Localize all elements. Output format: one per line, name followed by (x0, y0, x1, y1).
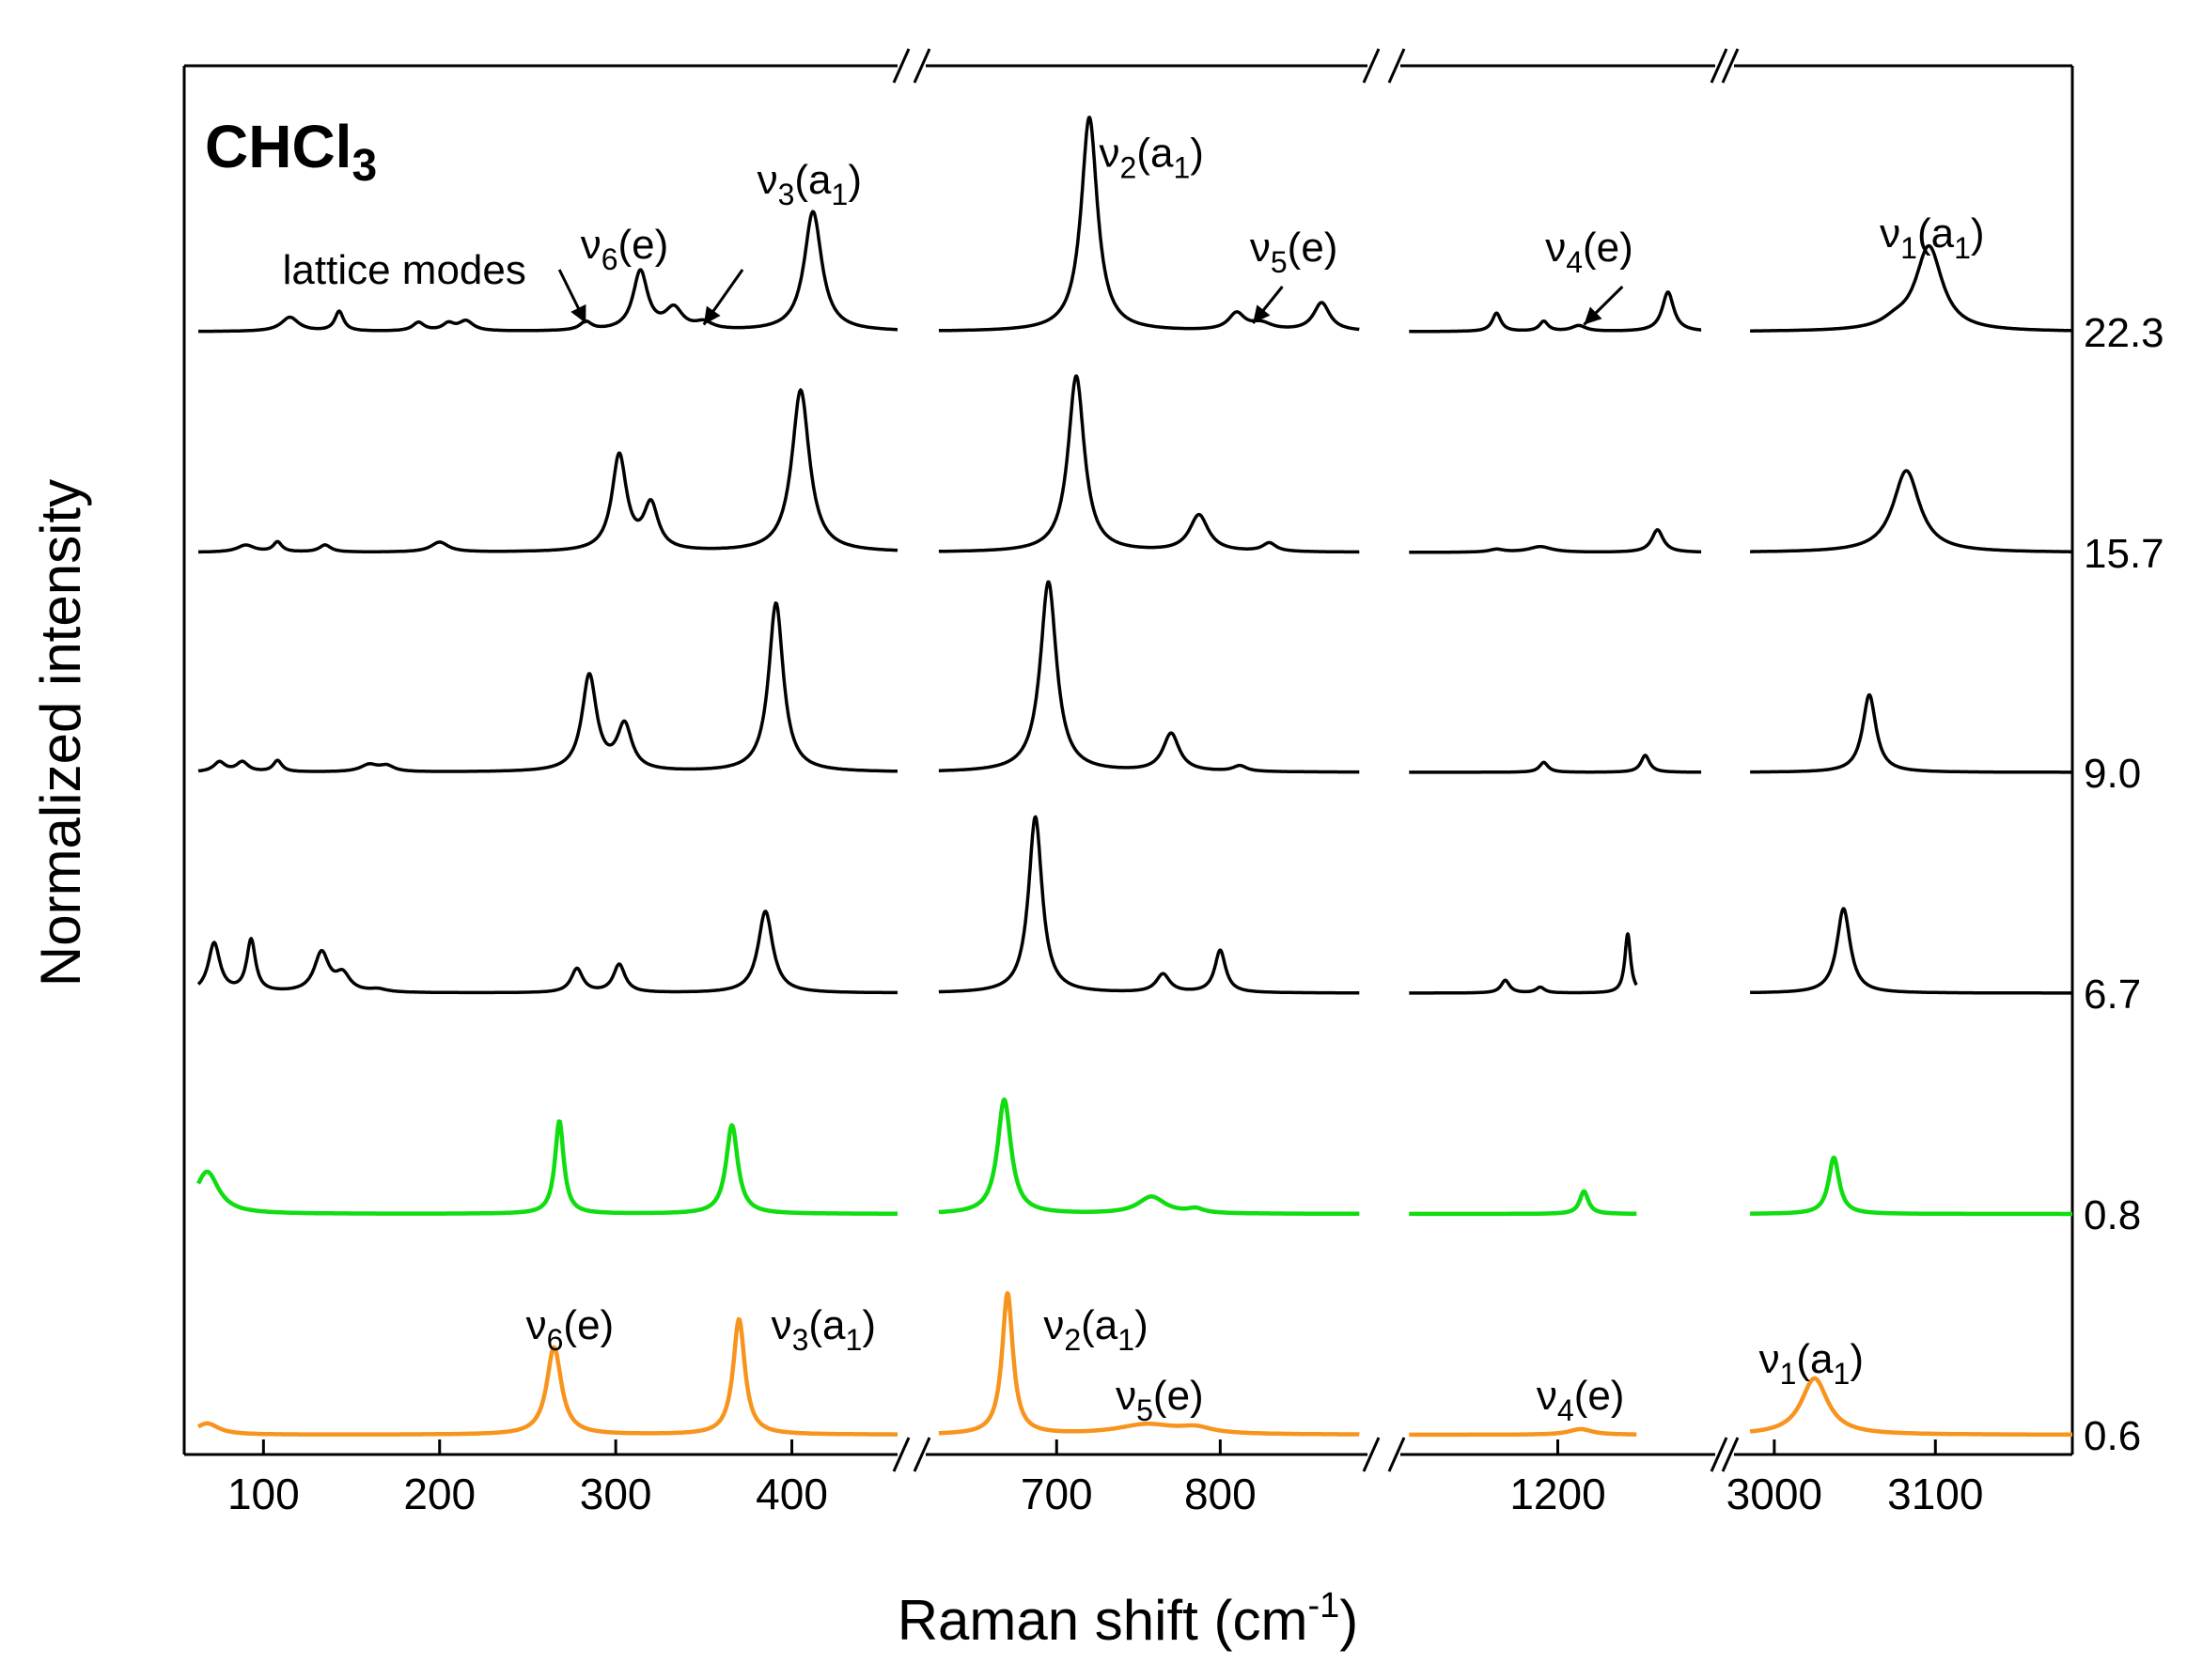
spectrum-6.7-s4 (1748, 907, 2074, 995)
axis-break-mark (1362, 48, 1381, 84)
axes-frame (182, 48, 2074, 1472)
axis-break-mark (1362, 1437, 1381, 1472)
spectrum-15.7-s2 (937, 374, 1361, 554)
axis-ticks: 100 200 300 400 700 800 1200 3000 3100 (227, 1439, 1983, 1518)
series-9.0: 9.0 (197, 580, 2141, 797)
spectra: 22.3 15.7 9.0 6.7 0.8 0.6 (196, 116, 2164, 1459)
series-label-0.8: 0.8 (2084, 1192, 2141, 1238)
annotation-5: ν4(e) (1545, 225, 1633, 279)
axis-break-mark (913, 48, 931, 84)
x-tick-label-200: 200 (403, 1470, 476, 1518)
annotation-4: ν5(e) (1250, 225, 1338, 279)
annotation-9: ν2(a1) (1043, 1302, 1148, 1357)
x-tick-label-400: 400 (756, 1470, 828, 1518)
spectrum-22.3-s2 (937, 116, 1361, 333)
series-label-9.0: 9.0 (2084, 751, 2141, 797)
annotation-arrow-3 (1583, 285, 1624, 326)
annotation-arrow-2 (1251, 286, 1284, 324)
axis-break-mark (1721, 1437, 1740, 1472)
axis-break-mark (913, 1437, 931, 1472)
series-label-15.7: 15.7 (2084, 531, 2164, 577)
series-15.7: 15.7 (197, 374, 2164, 577)
annotation-6: ν1(a1) (1880, 210, 1984, 265)
spectrum-0.6-s3 (1407, 1426, 1639, 1438)
series-0.6: 0.6 (196, 1291, 2141, 1459)
annotation-7: ν6(e) (526, 1302, 615, 1357)
spectrum-6.7-s3 (1407, 932, 1638, 995)
x-tick-label-800: 800 (1184, 1470, 1257, 1518)
series-label-22.3: 22.3 (2084, 310, 2164, 356)
annotation-arrow-0 (557, 269, 587, 324)
spectrum-22.3-s1 (197, 210, 898, 334)
series-label-6.7: 6.7 (2084, 972, 2141, 1018)
annotation-1: ν6(e) (581, 222, 669, 276)
spectrum-9.0-s2 (937, 580, 1361, 774)
series-22.3: 22.3 (197, 116, 2164, 356)
series-6.7: 6.7 (196, 815, 2141, 1018)
axis-break-mark (1710, 1437, 1728, 1472)
spectrum-0.8-s4 (1748, 1155, 2074, 1217)
annotation-arrow-1 (702, 269, 744, 326)
spectrum-15.7-s3 (1407, 528, 1703, 554)
annotation-0: lattice modes (283, 247, 526, 293)
spectrum-9.0-s1 (197, 601, 898, 773)
spectrum-0.8-s1 (196, 1119, 899, 1216)
spectrum-22.3-s4 (1748, 243, 2074, 333)
spectrum-22.3-s3 (1407, 290, 1703, 334)
axis-break-mark (1387, 1437, 1406, 1472)
spectrum-6.7-s2 (937, 815, 1361, 995)
x-axis-title: Raman shift (cm-1) (898, 1586, 1359, 1652)
series-0.8: 0.8 (196, 1097, 2141, 1238)
x-tick-label-3000: 3000 (1726, 1470, 1822, 1518)
peak-annotations: lattice modes ν6(e) ν3(a1) ν2(a1) ν5(e) ν4(e)… (283, 131, 1985, 1428)
spectrum-15.7-s4 (1748, 469, 2074, 553)
series-label-0.6: 0.6 (2084, 1413, 2141, 1459)
x-tick-label-700: 700 (1021, 1470, 1093, 1518)
spectrum-0.6-s1 (196, 1316, 899, 1437)
annotation-11: ν4(e) (1537, 1373, 1625, 1427)
spectrum-9.0-s3 (1407, 754, 1703, 774)
x-tick-label-1200: 1200 (1509, 1470, 1605, 1518)
spectrum-0.8-s3 (1407, 1189, 1639, 1217)
annotation-2: ν3(a1) (758, 157, 862, 211)
spectrum-15.7-s1 (197, 388, 898, 554)
annotation-10: ν5(e) (1116, 1373, 1204, 1427)
axis-break-mark (1721, 48, 1740, 84)
axis-break-mark (892, 1437, 911, 1472)
spectrum-6.7-s1 (196, 910, 898, 995)
compound-label: CHCl3 (205, 113, 377, 191)
axis-break-mark (892, 48, 911, 84)
axis-break-mark (1710, 48, 1728, 84)
x-tick-label-100: 100 (227, 1470, 300, 1518)
spectrum-0.6-s2 (937, 1291, 1361, 1437)
y-axis-title: Normalized intensity (29, 479, 92, 987)
x-tick-label-300: 300 (580, 1470, 652, 1518)
annotation-3: ν2(a1) (1100, 131, 1204, 185)
annotation-8: ν3(a1) (772, 1302, 876, 1357)
spectrum-9.0-s4 (1748, 692, 2074, 774)
annotation-12: ν1(a1) (1759, 1336, 1864, 1391)
x-tick-label-3100: 3100 (1887, 1470, 1983, 1518)
axis-break-mark (1387, 48, 1406, 84)
spectrum-0.8-s2 (937, 1097, 1361, 1217)
spectrum-0.6-s4 (1748, 1376, 2074, 1438)
